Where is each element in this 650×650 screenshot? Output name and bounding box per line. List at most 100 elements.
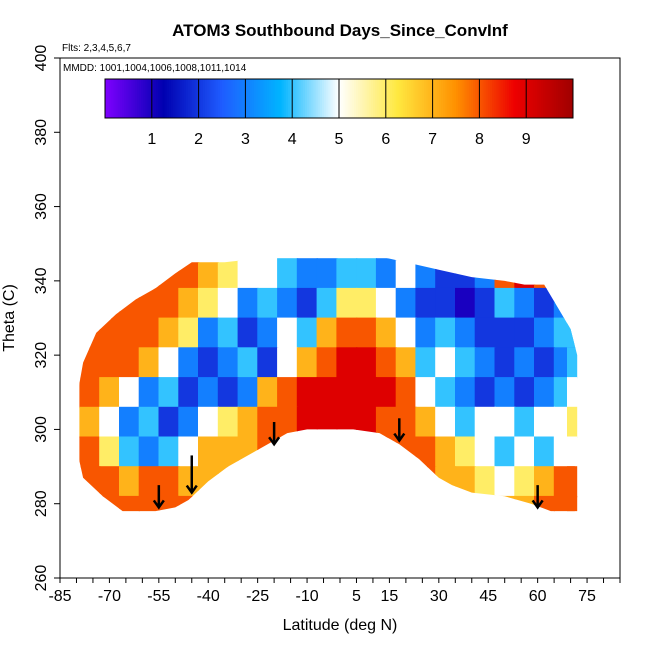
- curtain-cell: [474, 436, 496, 468]
- curtain-cell: [296, 377, 318, 409]
- curtain-cell: [435, 347, 457, 379]
- curtain-cell: [99, 377, 121, 409]
- curtain-cell: [158, 406, 180, 438]
- colorbar-swatch: [449, 79, 453, 118]
- curtain-cell: [514, 406, 536, 438]
- curtain-cell: [455, 436, 476, 468]
- colorbar-swatch: [311, 79, 314, 118]
- colorbar-tick-label: 3: [241, 131, 250, 148]
- curtain-cell: [138, 347, 160, 379]
- colorbar-swatch: [470, 79, 474, 118]
- colorbar-swatch: [396, 79, 400, 118]
- x-tick-label: 60: [529, 588, 547, 605]
- x-tick-label: 15: [381, 588, 399, 605]
- curtain-cell: [494, 495, 516, 512]
- curtain-cell: [356, 436, 378, 468]
- colorbar-swatch: [507, 79, 510, 118]
- curtain-cell: [455, 377, 476, 409]
- curtain-cell: [553, 287, 575, 319]
- curtain-cell: [178, 406, 200, 438]
- colorbar-swatch: [277, 79, 280, 118]
- x-tick-label: -85: [48, 588, 71, 605]
- curtain-cell: [217, 377, 239, 409]
- curtain-cell: [567, 258, 578, 290]
- colorbar-swatch: [521, 79, 525, 118]
- colorbar-swatch: [130, 79, 134, 118]
- colorbar-swatch: [490, 79, 493, 118]
- curtain-cell: [217, 287, 239, 319]
- curtain-cell: [494, 436, 516, 468]
- arrow-markers: [152, 418, 544, 510]
- colorbar-tick-label: 6: [381, 131, 390, 148]
- colorbar-swatch: [502, 79, 506, 118]
- colorbar-swatch: [226, 79, 229, 118]
- curtain-cell: [277, 317, 299, 349]
- colorbar-swatch: [222, 79, 225, 118]
- colorbar-swatch: [570, 79, 574, 118]
- colorbar-tick-label: 2: [194, 131, 203, 148]
- curtain-cell: [99, 436, 121, 468]
- curtain-cell: [474, 377, 496, 409]
- colorbar-swatch: [464, 79, 468, 118]
- colorbar-swatch: [313, 79, 317, 118]
- curtain-cell: [138, 495, 160, 512]
- colorbar-swatch: [253, 79, 257, 118]
- x-tick-label: -25: [246, 588, 269, 605]
- colorbar-swatch: [492, 79, 495, 118]
- curtain-cell: [316, 436, 338, 468]
- colorbar-swatch: [524, 79, 527, 118]
- colorbar-swatch: [141, 79, 144, 118]
- curtain-cell: [217, 406, 239, 438]
- colorbar-swatch: [260, 79, 263, 118]
- curtain-cell: [257, 317, 279, 349]
- curtain-cell: [198, 377, 219, 409]
- curtain-cell: [494, 347, 516, 379]
- curtain-cell: [138, 377, 160, 409]
- curtain-cell: [198, 466, 219, 498]
- colorbar-swatch: [324, 79, 327, 118]
- colorbar-swatch: [353, 79, 357, 118]
- colorbar-swatch: [268, 79, 272, 118]
- colorbar-swatch: [219, 79, 223, 118]
- curtain-cell: [198, 258, 219, 290]
- colorbar-swatch: [285, 79, 289, 118]
- colorbar-swatch: [111, 79, 115, 118]
- curtain-cell: [375, 287, 397, 319]
- curtain-cell: [178, 258, 200, 290]
- colorbar-swatch: [509, 79, 512, 118]
- colorbar-swatch: [281, 79, 285, 118]
- colorbar-swatch: [315, 79, 319, 118]
- colorbar-swatch: [564, 79, 568, 118]
- curtain-cell: [138, 287, 160, 319]
- colorbar-swatch: [236, 79, 240, 118]
- colorbar-swatch: [432, 79, 436, 118]
- curtain-cell: [534, 347, 555, 379]
- curtain-cell: [415, 495, 437, 512]
- colorbar-swatch: [256, 79, 259, 118]
- y-tick-label: 380: [33, 119, 50, 146]
- colorbar-swatch: [241, 79, 244, 118]
- colorbar-swatch: [526, 79, 529, 118]
- curtain-cell: [534, 258, 555, 290]
- colorbar-swatch: [270, 79, 274, 118]
- curtain-cell: [119, 377, 140, 409]
- curtain-cell: [435, 436, 457, 468]
- colorbar-swatch: [262, 79, 266, 118]
- colorbar-swatch: [266, 79, 270, 118]
- curtain-cell: [415, 406, 437, 438]
- curtain-cell: [415, 317, 437, 349]
- colorbar-swatch: [511, 79, 514, 118]
- colorbar-swatch: [232, 79, 236, 118]
- colorbar-swatch: [528, 79, 531, 118]
- curtain-cell: [138, 466, 160, 498]
- curtain-cell: [455, 406, 476, 438]
- colorbar-swatch: [453, 79, 457, 118]
- colorbar-swatch: [407, 79, 410, 118]
- curtain-cell: [415, 377, 437, 409]
- x-tick-label: 45: [479, 588, 497, 605]
- colorbar-swatch: [168, 79, 172, 118]
- curtain-cell: [336, 287, 358, 319]
- curtain-cell: [237, 436, 259, 468]
- colorbar-swatch: [341, 79, 344, 118]
